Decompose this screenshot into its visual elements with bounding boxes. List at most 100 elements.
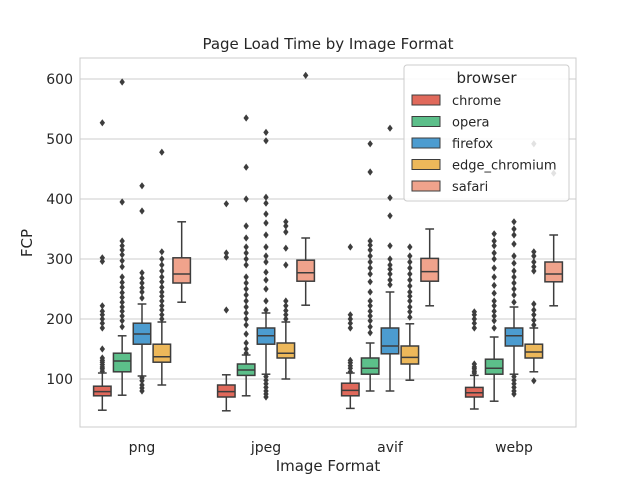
outlier-point: [99, 254, 106, 262]
outlier-point: [387, 265, 393, 273]
outlier-point: [407, 288, 413, 296]
chart-title: Page Load Time by Image Format: [202, 35, 453, 53]
outlier-point: [511, 218, 517, 226]
outlier-point: [159, 297, 165, 305]
box-iqr: [112, 352, 132, 373]
outlier-point: [243, 291, 249, 299]
outlier-point: [263, 258, 269, 266]
outlier-point: [159, 288, 165, 296]
outlier-point: [491, 230, 497, 238]
box-opera-jpeg: [236, 114, 256, 397]
outlier-point: [159, 273, 165, 281]
outlier-point: [159, 302, 165, 310]
outlier-point: [283, 315, 289, 323]
outlier-point: [531, 263, 537, 271]
box-safari-avif: [420, 228, 440, 307]
box-series: [92, 71, 564, 412]
outlier-point: [263, 276, 269, 284]
outlier-point: [367, 237, 373, 245]
outlier-point: [387, 242, 393, 250]
outlier-point: [367, 329, 373, 337]
outlier-point: [491, 242, 497, 250]
outlier-point: [139, 284, 145, 292]
outlier-point: [407, 313, 413, 321]
outlier-point: [407, 297, 413, 305]
box-iqr: [420, 257, 440, 282]
outlier-point: [511, 231, 517, 239]
outlier-point: [243, 249, 249, 257]
outlier-point: [243, 273, 249, 281]
outlier-point: [283, 311, 289, 319]
outlier-point: [347, 356, 354, 364]
outlier-point: [283, 307, 289, 315]
outlier-point: [367, 168, 373, 176]
y-tick-label: 400: [46, 192, 73, 208]
x-tick-label: png: [129, 440, 156, 456]
outlier-point: [367, 312, 373, 320]
outlier-point: [159, 261, 165, 269]
box-iqr: [276, 342, 296, 359]
outlier-point: [159, 311, 165, 319]
outlier-point: [139, 294, 145, 302]
outlier-point: [263, 219, 269, 227]
outlier-point: [387, 270, 393, 278]
outlier-point: [347, 319, 354, 327]
outlier-point: [159, 306, 165, 314]
outlier-point: [243, 339, 249, 347]
outlier-point: [471, 308, 478, 316]
outlier-point: [407, 308, 413, 316]
outlier-point: [367, 307, 373, 315]
outlier-point: [367, 241, 373, 249]
outlier-point: [491, 281, 497, 289]
outlier-point: [243, 114, 249, 122]
outlier-point: [243, 279, 249, 287]
legend-swatch-firefox: [411, 137, 441, 149]
outlier-point: [159, 278, 165, 286]
outlier-point: [511, 298, 517, 306]
outlier-point: [243, 195, 249, 203]
outlier-point: [387, 212, 393, 220]
outlier-point: [263, 210, 269, 218]
outlier-point: [263, 128, 269, 136]
outlier-point: [263, 199, 269, 207]
outlier-point: [283, 302, 289, 310]
outlier-point: [243, 234, 249, 242]
legend-label-edge_chromium: edge_chromium: [452, 159, 557, 174]
outlier-point: [119, 273, 125, 281]
outlier-point: [511, 273, 517, 281]
box-chrome-avif: [340, 243, 360, 410]
box-opera-avif: [360, 140, 380, 392]
outlier-point: [119, 263, 125, 271]
outlier-point: [531, 377, 537, 385]
outlier-point: [99, 302, 106, 310]
outlier-point: [387, 261, 393, 269]
outlier-point: [243, 163, 249, 171]
legend-swatch-chrome: [411, 94, 441, 106]
box-iqr: [504, 327, 524, 347]
outlier-point: [263, 297, 269, 305]
outlier-point: [119, 246, 125, 254]
outlier-point: [263, 231, 269, 239]
outlier-point: [119, 283, 125, 291]
outlier-point: [119, 303, 125, 311]
outlier-point: [243, 349, 249, 357]
outlier-point: [139, 381, 145, 389]
box-chrome-jpeg: [216, 200, 236, 412]
legend-label-chrome: chrome: [452, 94, 501, 109]
outlier-point: [243, 330, 249, 338]
outlier-point: [283, 218, 289, 226]
box-iqr: [484, 358, 504, 375]
outlier-point: [491, 312, 497, 320]
outlier-point: [119, 289, 125, 297]
legend-swatch-edge_chromium: [411, 159, 441, 170]
outlier-point: [243, 303, 249, 311]
outlier-point: [119, 251, 125, 259]
outlier-point: [511, 267, 517, 275]
outlier-point: [511, 291, 517, 299]
outlier-point: [531, 306, 537, 314]
legend-box: [403, 64, 570, 202]
outlier-point: [367, 278, 373, 286]
box-edge_chromium-png: [152, 148, 172, 386]
box-chrome-webp: [464, 308, 484, 410]
